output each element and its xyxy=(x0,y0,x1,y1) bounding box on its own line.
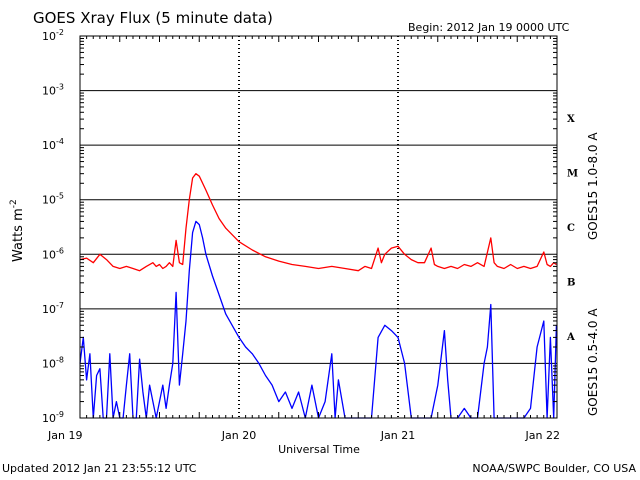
legend-long: GOES15 1.0-8.0 A xyxy=(586,132,600,240)
y-axis-label: Watts m-2 xyxy=(9,199,26,262)
plot-frame xyxy=(79,35,558,419)
flare-class-x: X xyxy=(567,114,575,125)
legend-series-short: GOES15 0.5-4.0 A xyxy=(586,308,600,416)
flare-class-labels: A B C M X xyxy=(566,114,578,343)
y-tick-label: 10-7 xyxy=(42,301,64,316)
flare-class-m: M xyxy=(567,168,578,179)
y-axis-ticks: 10-9 10-8 10-7 10-6 10-5 10-4 10-3 10-2 xyxy=(42,28,557,425)
legend-series-long: GOES15 1.0-8.0 A xyxy=(586,132,600,240)
credit-text: NOAA/SWPC Boulder, CO USA xyxy=(472,462,636,475)
flare-class-c: C xyxy=(567,223,575,234)
y-axis-label-group: Watts m-2 xyxy=(9,199,26,262)
y-tick-label: 10-5 xyxy=(42,192,64,207)
updated-timestamp: Updated 2012 Jan 21 23:55:12 UTC xyxy=(2,462,197,475)
series-short-line xyxy=(79,220,558,419)
y-tick-label: 10-8 xyxy=(42,355,64,370)
x-axis-label: Universal Time xyxy=(278,443,360,456)
series-lines xyxy=(79,173,558,419)
flare-class-b: B xyxy=(567,278,575,289)
begin-date: Begin: 2012 Jan 19 0000 UTC xyxy=(408,21,570,34)
y-tick-label: 10-2 xyxy=(42,28,64,43)
x-tick-label: Jan 22 xyxy=(525,429,560,442)
x-tick-label: Jan 20 xyxy=(221,429,256,442)
legend-short: GOES15 0.5-4.0 A xyxy=(586,308,600,416)
x-tick-label: Jan 21 xyxy=(380,429,415,442)
y-tick-label: 10-3 xyxy=(42,83,64,98)
chart-title: GOES Xray Flux (5 minute data) xyxy=(33,9,273,27)
flare-class-a: A xyxy=(566,332,575,343)
x-axis-ticks: Jan 19 Jan 20 Jan 21 Jan 22 xyxy=(47,36,560,442)
x-tick-label: Jan 19 xyxy=(47,429,82,442)
series-long-line xyxy=(79,173,557,272)
grid xyxy=(80,36,557,418)
y-tick-label: 10-4 xyxy=(42,137,64,152)
y-tick-label: 10-6 xyxy=(42,246,64,261)
y-tick-label: 10-9 xyxy=(42,410,64,425)
